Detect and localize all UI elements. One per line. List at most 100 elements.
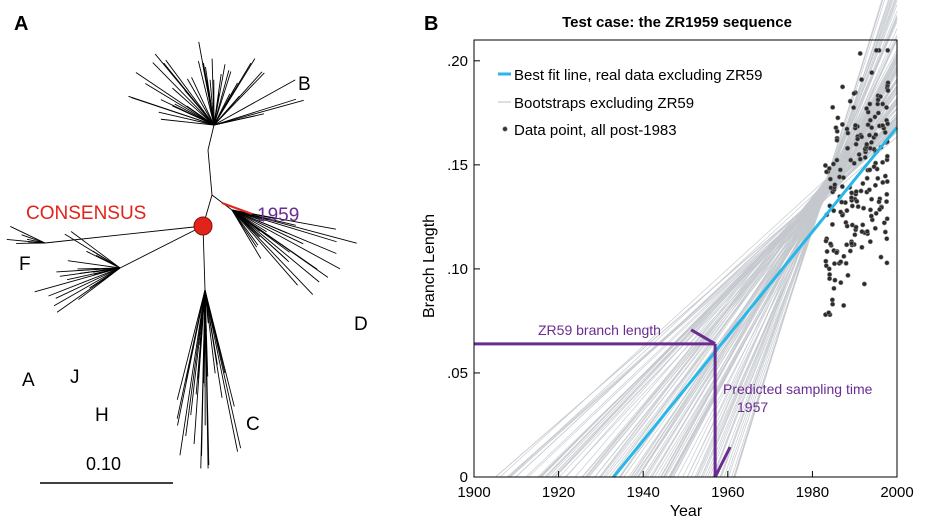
annotation-branch-length: ZR59 branch length — [538, 322, 661, 338]
data-point — [859, 244, 865, 250]
tree-branch — [21, 234, 35, 240]
bootstrap-line — [686, 52, 898, 478]
y-tick-label: .10 — [447, 261, 468, 278]
tree-branch — [187, 78, 203, 105]
tree-branch — [250, 98, 297, 114]
scale-bar-label: 0.10 — [86, 454, 121, 474]
data-point — [860, 222, 866, 228]
tree-branch — [10, 226, 30, 236]
tree-branch — [179, 364, 195, 456]
tree-branch — [198, 41, 208, 88]
tree-branch — [235, 71, 263, 102]
data-point — [873, 132, 879, 138]
tree-branch — [163, 62, 192, 98]
tree-branch — [244, 213, 261, 221]
tree-branch — [165, 59, 193, 97]
bootstrap-line — [694, 21, 898, 478]
tree-branch — [190, 121, 215, 126]
panel-b-label: B — [424, 13, 438, 35]
data-point — [823, 258, 829, 264]
data-point — [884, 199, 890, 205]
bootstrap-line — [734, 0, 883, 478]
tree-branch — [186, 96, 215, 126]
data-point — [864, 175, 870, 181]
tree-branch — [172, 87, 196, 109]
tree-branch — [48, 280, 88, 297]
y-axis-label: Branch Length — [421, 214, 438, 318]
data-point — [834, 157, 840, 163]
data-point — [882, 173, 888, 179]
tree-branch — [202, 289, 206, 315]
tree-branch — [205, 67, 211, 99]
data-point — [832, 261, 838, 267]
tree-branch — [211, 58, 214, 96]
data-point — [867, 167, 873, 173]
sample-branch — [221, 202, 253, 215]
data-point — [823, 263, 829, 269]
tree-branch — [213, 112, 252, 126]
legend-label-bootstrap: Bootstraps excluding ZR59 — [514, 95, 694, 112]
chart-title: Test case: the ZR1959 sequence — [562, 14, 792, 31]
tree-branch — [185, 355, 197, 437]
data-point — [884, 236, 890, 242]
data-point — [864, 106, 870, 112]
tree-branch — [197, 61, 208, 97]
data-point — [880, 179, 886, 185]
tree-branch — [78, 281, 102, 300]
data-point — [827, 276, 833, 282]
bootstrap-line — [668, 66, 898, 478]
data-point — [849, 222, 855, 228]
tree-branch — [261, 243, 298, 286]
data-point — [841, 302, 847, 308]
data-point — [851, 105, 857, 111]
data-point — [869, 196, 875, 202]
tree-branch — [254, 99, 304, 115]
data-point — [849, 203, 855, 209]
panel-a-label: A — [14, 13, 28, 35]
y-axis-ticks: 0 .05 .10 .15 .20 — [447, 53, 480, 486]
data-point — [844, 242, 850, 248]
data-point — [849, 240, 855, 246]
tree-branch — [128, 95, 176, 113]
data-point — [848, 195, 854, 201]
bootstrap-line — [731, 0, 889, 478]
tree-branch — [67, 260, 97, 266]
tree-branch — [268, 247, 314, 295]
data-point — [876, 199, 882, 205]
data-point — [839, 121, 845, 127]
data-point — [848, 157, 854, 163]
x-axis-label: Year — [670, 503, 703, 520]
data-point — [826, 310, 832, 316]
x-axis-ticks: 1900 1920 1940 1960 1980 2000 — [457, 471, 914, 501]
data-point — [824, 169, 830, 175]
tree-branch — [244, 221, 260, 238]
sample-label: 1959 — [257, 205, 299, 226]
tree-branch — [270, 242, 320, 283]
data-point — [859, 134, 865, 140]
tree-branch — [174, 103, 197, 116]
data-point — [871, 164, 877, 170]
tree-branch — [205, 328, 209, 377]
tree-branch — [236, 72, 265, 102]
tree-branch — [220, 70, 230, 101]
clade-label-a: A — [22, 370, 35, 391]
tree-branch — [256, 219, 288, 234]
tree-branch — [220, 361, 242, 449]
tree-branch — [86, 250, 106, 261]
tree-branch — [92, 250, 108, 261]
data-point — [827, 176, 833, 182]
data-point — [830, 104, 836, 110]
tree-branch — [280, 236, 341, 270]
data-point — [880, 101, 886, 107]
tree-branch — [213, 94, 233, 126]
data-point — [867, 239, 873, 245]
bootstrap-line — [599, 85, 898, 478]
tree-branch — [204, 289, 215, 328]
data-point — [861, 281, 867, 287]
bootstrap-line — [582, 112, 898, 478]
tree-branch — [217, 342, 235, 407]
data-point — [859, 229, 865, 235]
data-point — [885, 47, 891, 53]
tree-branch — [220, 93, 231, 112]
